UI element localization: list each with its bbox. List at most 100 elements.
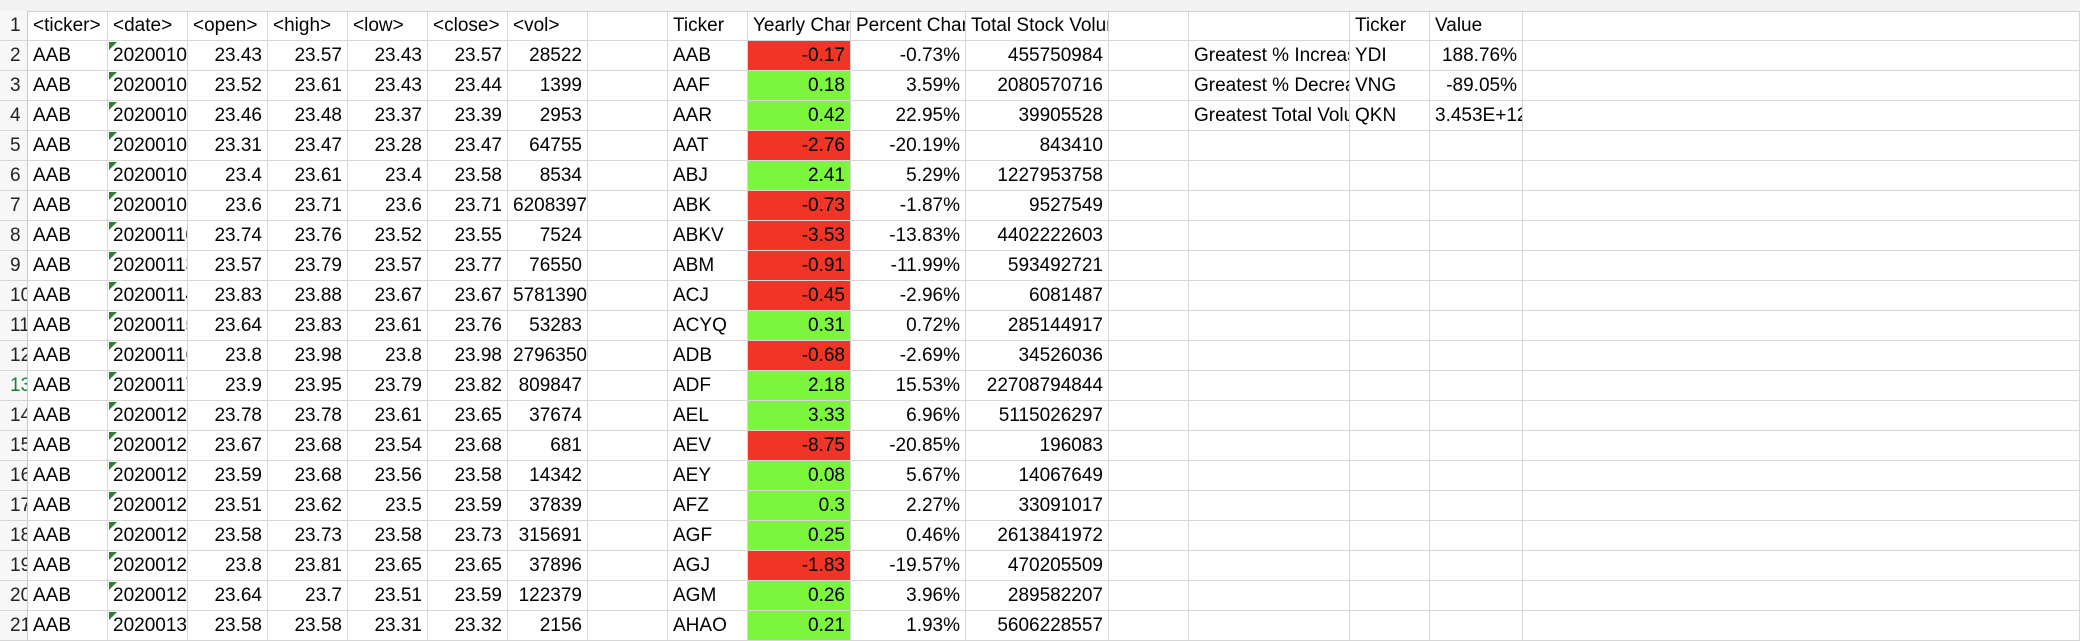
cell-total-volume[interactable]: 14067649	[966, 461, 1109, 491]
empty-cell[interactable]	[1523, 431, 2080, 461]
empty-cell[interactable]	[588, 611, 668, 641]
cell-yearly-change[interactable]: 0.42	[748, 101, 851, 131]
empty-cell[interactable]	[588, 41, 668, 71]
empty-cell[interactable]	[1523, 401, 2080, 431]
empty-cell[interactable]	[1189, 371, 1350, 401]
cell-date[interactable]: 20200114	[108, 281, 188, 311]
row-header[interactable]: 1	[0, 11, 28, 41]
cell-yearly-change[interactable]: -1.83	[748, 551, 851, 581]
empty-cell[interactable]	[1109, 41, 1189, 71]
column-header-raw[interactable]: <date>	[108, 11, 188, 41]
cell-total-volume[interactable]: 9527549	[966, 191, 1109, 221]
cell-close[interactable]: 23.39	[428, 101, 508, 131]
cell-open[interactable]: 23.58	[188, 521, 268, 551]
cell-ticker[interactable]: AAB	[28, 131, 108, 161]
empty-cell[interactable]	[1523, 611, 2080, 641]
empty-cell[interactable]	[1430, 611, 1523, 641]
cell-vol[interactable]: 53283	[508, 311, 588, 341]
cell-vol[interactable]: 28522	[508, 41, 588, 71]
cell-open[interactable]: 23.57	[188, 251, 268, 281]
cell-open[interactable]: 23.43	[188, 41, 268, 71]
cell-vol[interactable]: 315691	[508, 521, 588, 551]
empty-cell[interactable]	[1109, 551, 1189, 581]
cell-low[interactable]: 23.4	[348, 161, 428, 191]
empty-cell[interactable]	[588, 221, 668, 251]
cell-date[interactable]: 20200107	[108, 131, 188, 161]
cell-close[interactable]: 23.59	[428, 491, 508, 521]
cell-total-volume[interactable]: 5606228557	[966, 611, 1109, 641]
column-header-greatest[interactable]: Value	[1430, 11, 1523, 41]
empty-cell[interactable]	[1350, 551, 1430, 581]
empty-cell[interactable]	[1189, 251, 1350, 281]
cell-close[interactable]: 23.58	[428, 161, 508, 191]
empty-cell[interactable]	[588, 131, 668, 161]
cell-close[interactable]: 23.65	[428, 551, 508, 581]
cell-ticker[interactable]: AAB	[28, 281, 108, 311]
cell-ticker[interactable]: AAB	[28, 41, 108, 71]
cell-ticker[interactable]: AAB	[28, 581, 108, 611]
empty-cell[interactable]	[588, 251, 668, 281]
column-header-raw[interactable]: <vol>	[508, 11, 588, 41]
empty-cell[interactable]	[588, 281, 668, 311]
cell-total-volume[interactable]: 22708794844	[966, 371, 1109, 401]
cell-yearly-change[interactable]: 0.25	[748, 521, 851, 551]
empty-cell[interactable]	[1109, 341, 1189, 371]
empty-cell[interactable]	[1430, 251, 1523, 281]
cell-open[interactable]: 23.6	[188, 191, 268, 221]
cell-total-volume[interactable]: 455750984	[966, 41, 1109, 71]
empty-cell[interactable]	[1430, 461, 1523, 491]
empty-cell[interactable]	[1523, 131, 2080, 161]
cell-summary-ticker[interactable]: AEV	[668, 431, 748, 461]
cell-date[interactable]: 20200115	[108, 311, 188, 341]
cell-date[interactable]: 20200123	[108, 461, 188, 491]
empty-cell[interactable]	[588, 311, 668, 341]
empty-cell[interactable]	[1189, 461, 1350, 491]
cell-high[interactable]: 23.81	[268, 551, 348, 581]
cell-vol[interactable]: 681	[508, 431, 588, 461]
cell-greatest-label[interactable]: Greatest % Increase	[1189, 41, 1350, 71]
empty-cell[interactable]	[1523, 101, 2080, 131]
cell-ticker[interactable]: AAB	[28, 521, 108, 551]
cell-total-volume[interactable]: 5115026297	[966, 401, 1109, 431]
cell-yearly-change[interactable]: 0.31	[748, 311, 851, 341]
empty-cell[interactable]	[1430, 161, 1523, 191]
cell-vol[interactable]: 76550	[508, 251, 588, 281]
empty-cell[interactable]	[1109, 461, 1189, 491]
empty-cell[interactable]	[1430, 371, 1523, 401]
cell-total-volume[interactable]: 593492721	[966, 251, 1109, 281]
row-header[interactable]: 16	[0, 461, 28, 491]
column-header-raw[interactable]: <low>	[348, 11, 428, 41]
empty-cell[interactable]	[1350, 131, 1430, 161]
cell-high[interactable]: 23.78	[268, 401, 348, 431]
cell-high[interactable]: 23.61	[268, 161, 348, 191]
empty-cell[interactable]	[1350, 581, 1430, 611]
cell-close[interactable]: 23.77	[428, 251, 508, 281]
cell-high[interactable]: 23.95	[268, 371, 348, 401]
empty-cell[interactable]	[588, 461, 668, 491]
cell-vol[interactable]: 1399	[508, 71, 588, 101]
cell-open[interactable]: 23.9	[188, 371, 268, 401]
empty-cell[interactable]	[1189, 401, 1350, 431]
cell-yearly-change[interactable]: 0.18	[748, 71, 851, 101]
empty-cell[interactable]	[1109, 251, 1189, 281]
cell-high[interactable]: 23.47	[268, 131, 348, 161]
cell-summary-ticker[interactable]: AGM	[668, 581, 748, 611]
cell-date[interactable]: 20200110	[108, 221, 188, 251]
cell-vol[interactable]: 14342	[508, 461, 588, 491]
cell-ticker[interactable]: AAB	[28, 401, 108, 431]
empty-cell[interactable]	[588, 401, 668, 431]
cell-date[interactable]: 20200116	[108, 341, 188, 371]
empty-cell[interactable]	[1350, 221, 1430, 251]
cell-vol[interactable]: 37839	[508, 491, 588, 521]
cell-date[interactable]: 20200106	[108, 101, 188, 131]
empty-cell[interactable]	[1523, 491, 2080, 521]
cell-vol[interactable]: 122379	[508, 581, 588, 611]
empty-cell[interactable]	[588, 491, 668, 521]
cell-ticker[interactable]: AAB	[28, 551, 108, 581]
cell-ticker[interactable]: AAB	[28, 71, 108, 101]
cell-total-volume[interactable]: 39905528	[966, 101, 1109, 131]
cell-high[interactable]: 23.76	[268, 221, 348, 251]
empty-cell[interactable]	[1350, 281, 1430, 311]
empty-cell[interactable]	[1523, 251, 2080, 281]
